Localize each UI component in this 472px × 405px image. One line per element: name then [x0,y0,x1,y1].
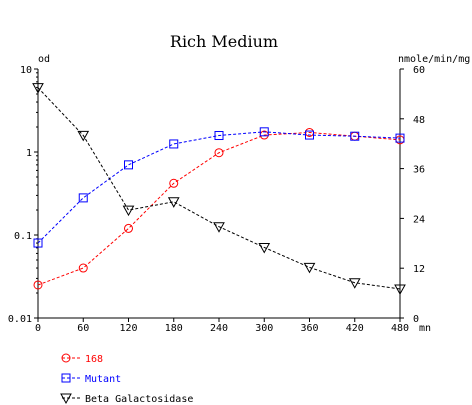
legend-item: Beta Galactosidase [60,393,193,405]
y-right-tick-label: 24 [413,214,425,225]
x-tick-label: 180 [165,323,183,334]
axes: 0 60 120 180 240 300 360 420 480 0.01 0.1 1 10 0 12 24 3… [8,65,425,334]
series-line [37,131,401,244]
x-tick-label: 420 [346,323,364,334]
x-tick-label: 60 [77,323,89,334]
data-point [78,263,88,273]
data-point [213,222,225,233]
x-tick-label: 240 [210,323,228,334]
legend-item: Mutant [61,373,121,385]
data-point [214,148,224,158]
data-point [348,278,361,289]
data-point [78,193,88,203]
y-left-tick-label: 10 [20,65,32,76]
legend-item: 168 [61,353,103,365]
data-point [394,284,406,295]
y-left-tick-label: 1 [26,148,32,159]
data-point [214,131,224,141]
series-layer [32,83,406,295]
legend-marker [61,353,71,363]
data-point [305,130,314,140]
series-1 [33,127,405,248]
chart-title: Rich Medium [170,32,278,51]
data-point [303,262,316,274]
data-point [167,197,180,208]
x-tick-label: 300 [255,323,273,334]
x-tick-label: 120 [119,323,137,334]
data-point [124,160,133,170]
x-axis-unit-label: mn [419,323,431,334]
x-tick-label: 0 [35,323,41,334]
y-right-axis-label: nmole/min/mg [398,54,470,65]
y-left-tick-label: 0.01 [8,314,32,325]
data-point [258,242,271,254]
y-left-axis-label: od [38,54,50,65]
legend: 168 Mutant Beta Galactosidase [60,353,193,405]
data-point [33,238,43,248]
legend-label: Beta Galactosidase [85,394,193,405]
legend-label: 168 [85,354,103,365]
y-right-tick-label: 48 [413,115,425,126]
legend-marker [61,373,71,383]
legend-marker [60,393,72,405]
y-right-tick-label: 60 [413,65,425,76]
data-point [169,178,179,188]
series-line [37,131,401,286]
data-point [77,130,90,142]
series-line [37,87,401,290]
y-right-tick-label: 0 [413,314,419,325]
data-point [124,223,133,233]
y-right-tick-label: 36 [413,165,425,176]
data-point [395,133,405,143]
x-tick-label: 480 [391,323,409,334]
data-point [32,83,44,94]
series-0 [33,127,405,290]
data-point [33,280,43,290]
legend-label: Mutant [85,374,121,385]
data-point [122,205,135,217]
y-right-tick-label: 12 [413,264,425,275]
data-point [169,139,179,149]
x-tick-label: 360 [300,323,318,334]
series-2 [32,83,406,295]
data-point [350,131,360,141]
data-point [259,127,269,137]
y-left-tick-label: 0.1 [14,231,32,242]
